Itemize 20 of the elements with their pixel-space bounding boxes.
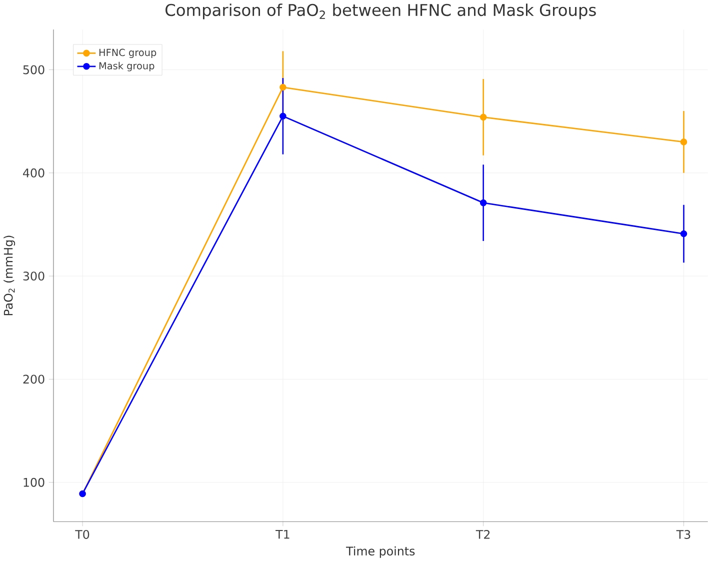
legend-label: HFNC group bbox=[99, 48, 156, 58]
x-tick-label: T3 bbox=[676, 530, 690, 539]
point bbox=[480, 114, 487, 120]
x-tick-label: T1 bbox=[276, 530, 290, 538]
y-tick-label: 300 bbox=[23, 271, 44, 280]
point bbox=[280, 112, 286, 120]
legend-label: Mask group bbox=[99, 62, 154, 72]
point bbox=[280, 84, 286, 90]
x-tick-label: T0 bbox=[75, 530, 90, 539]
chart-title: Comparison of PaO$_{2}$ between HFNC and Mask Groups bbox=[166, 3, 596, 20]
point bbox=[680, 138, 688, 146]
y-tick-label: 100 bbox=[24, 478, 44, 487]
y-axis-title: PaO$_{2}$ (mmHg) bbox=[4, 236, 16, 315]
x-axis-title: Time points bbox=[346, 546, 415, 558]
point bbox=[680, 230, 688, 237]
x-tick-label: T2 bbox=[476, 530, 490, 539]
point bbox=[480, 199, 487, 206]
y-tick-label: 200 bbox=[23, 374, 44, 384]
y-tick-label: 500 bbox=[23, 65, 44, 74]
y-tick-label: 400 bbox=[23, 168, 44, 178]
